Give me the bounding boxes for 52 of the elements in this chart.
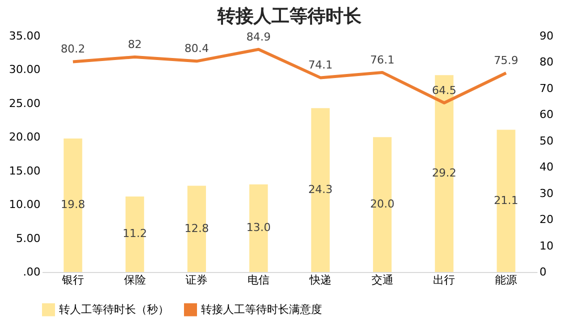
bar bbox=[64, 138, 82, 272]
data-label: 76.1 bbox=[370, 53, 395, 66]
y2-tick-label: 20 bbox=[540, 213, 554, 226]
y-tick-label: 25.00 bbox=[9, 96, 40, 110]
y2-tick-label: 80 bbox=[540, 56, 554, 69]
y-tick-label: 35.00 bbox=[9, 30, 40, 42]
x-tick-label: 能源 bbox=[495, 274, 518, 286]
bar bbox=[496, 130, 516, 272]
x-tick-label: 快递 bbox=[308, 274, 332, 286]
data-label: 12.8 bbox=[184, 222, 209, 235]
data-label: 64.5 bbox=[432, 84, 456, 97]
data-label: 19.8 bbox=[60, 198, 86, 212]
y-tick-label: 20.00 bbox=[9, 130, 40, 144]
x-tick-label: 电信 bbox=[248, 274, 270, 286]
y-tick-label: 30.00 bbox=[9, 63, 40, 76]
x-tick-label: 保险 bbox=[124, 274, 146, 286]
data-label: 24.3 bbox=[308, 183, 333, 196]
y-tick-label: 5.00 bbox=[16, 232, 40, 245]
legend-label: 转接人工等待时长满意度 bbox=[201, 302, 322, 316]
x-tick-label: 银行 bbox=[60, 274, 84, 286]
y-tick-label: 15.00 bbox=[9, 164, 40, 178]
y2-tick-label: 60 bbox=[540, 108, 554, 122]
bar bbox=[126, 196, 144, 272]
bar bbox=[249, 184, 268, 272]
y-tick-label: 10.00 bbox=[9, 198, 40, 212]
data-label: 80.4 bbox=[184, 42, 209, 56]
y-tick-label: .00 bbox=[23, 266, 40, 278]
y2-tick-label: 30 bbox=[540, 186, 554, 200]
y2-tick-label: 40 bbox=[540, 160, 554, 174]
y2-tick-label: 90 bbox=[540, 30, 554, 42]
x-tick-label: 证券 bbox=[186, 274, 208, 286]
bar bbox=[373, 137, 392, 272]
data-label: 11.2 bbox=[122, 227, 148, 240]
x-tick-label: 交通 bbox=[371, 274, 394, 286]
y2-tick-label: 10 bbox=[540, 239, 554, 252]
data-label: 75.9 bbox=[494, 54, 518, 67]
data-label: 74.1 bbox=[308, 58, 333, 72]
data-label: 84.9 bbox=[246, 30, 271, 44]
data-label: 80.2 bbox=[60, 42, 86, 56]
y2-tick-label: 70 bbox=[540, 82, 554, 95]
bar bbox=[311, 108, 330, 272]
data-label: 13.0 bbox=[246, 221, 271, 234]
chart-title: 转接人工等待时长 bbox=[216, 6, 362, 27]
data-label: 21.1 bbox=[494, 194, 518, 207]
data-label: 20.0 bbox=[370, 198, 395, 211]
y2-tick-label: 50 bbox=[540, 134, 554, 148]
y2-tick-label: 0 bbox=[540, 266, 546, 278]
data-label: 82 bbox=[128, 38, 142, 51]
legend-label: 转人工等待时长（秒） bbox=[59, 302, 169, 316]
x-tick-label: 出行 bbox=[433, 274, 456, 286]
data-label: 29.2 bbox=[432, 166, 456, 180]
bar bbox=[434, 75, 454, 272]
